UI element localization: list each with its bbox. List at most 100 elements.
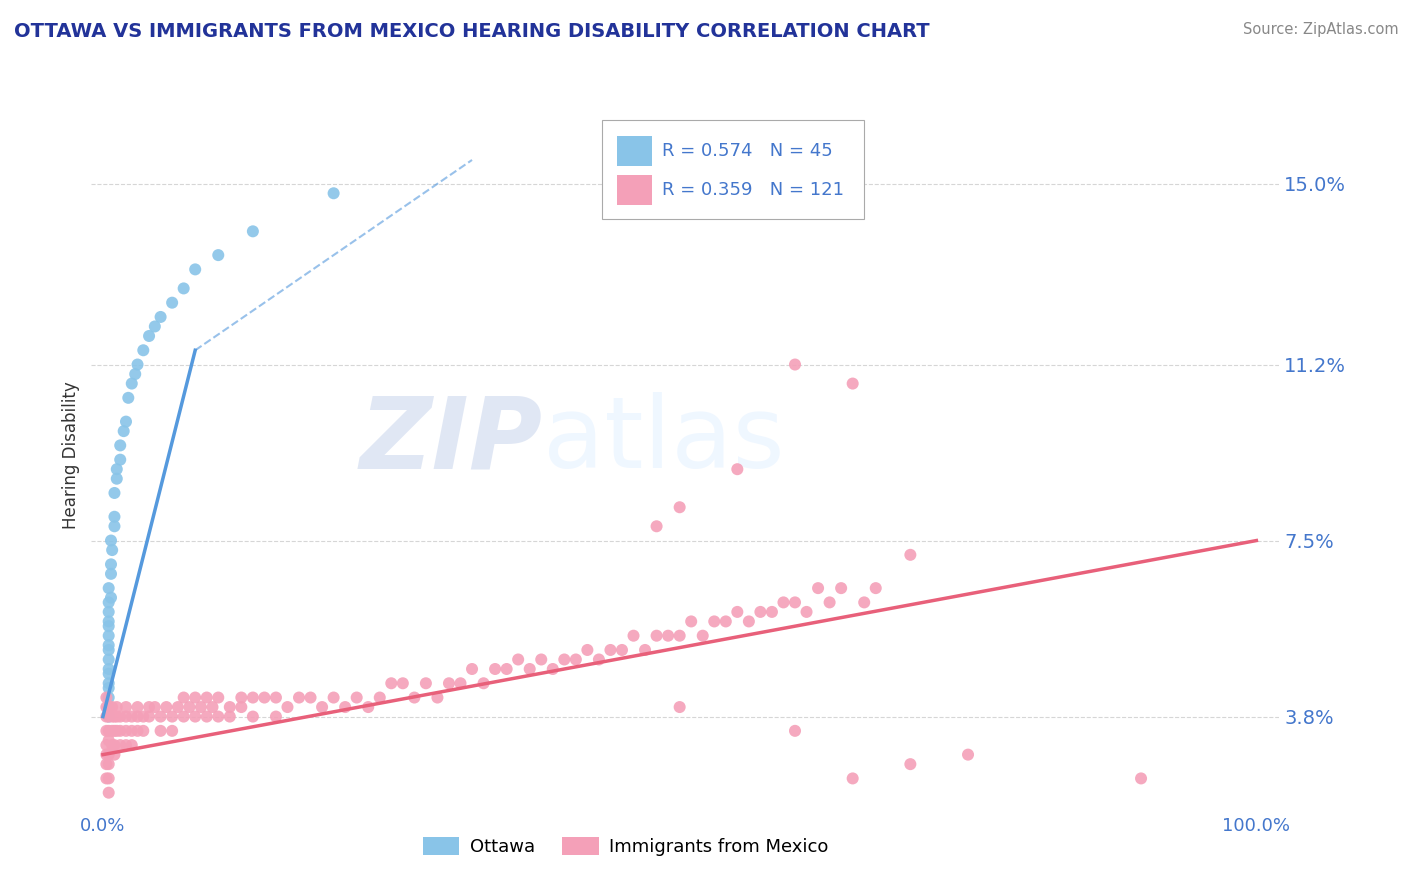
Point: [97, 615, 120, 629]
Point: [725, 462, 748, 476]
Point: [426, 690, 449, 705]
Point: [484, 662, 506, 676]
Point: [127, 358, 149, 372]
Point: [97, 676, 120, 690]
Point: [703, 615, 725, 629]
Text: R = 0.359   N = 121: R = 0.359 N = 121: [662, 181, 844, 199]
Point: [112, 424, 135, 438]
Point: [508, 652, 530, 666]
Point: [450, 676, 472, 690]
Point: [898, 548, 921, 562]
Point: [97, 681, 120, 695]
Point: [115, 723, 138, 738]
Point: [132, 723, 155, 738]
Point: [173, 709, 195, 723]
Point: [195, 690, 218, 705]
Point: [207, 248, 229, 262]
Point: [796, 605, 818, 619]
Point: [105, 723, 128, 738]
Point: [380, 676, 402, 690]
Point: [138, 709, 160, 723]
FancyBboxPatch shape: [616, 175, 652, 205]
Point: [103, 747, 125, 762]
Point: [97, 581, 120, 595]
Point: [184, 690, 207, 705]
Point: [97, 595, 120, 609]
Point: [610, 643, 633, 657]
Point: [160, 709, 183, 723]
Point: [105, 472, 128, 486]
Point: [1130, 772, 1153, 786]
Point: [264, 690, 287, 705]
Point: [121, 709, 143, 723]
Point: [143, 700, 166, 714]
Point: [97, 690, 120, 705]
Point: [264, 709, 287, 723]
Point: [97, 638, 120, 652]
FancyBboxPatch shape: [616, 136, 652, 166]
Point: [103, 723, 125, 738]
Point: [576, 643, 599, 657]
Point: [96, 757, 118, 772]
Point: [242, 709, 264, 723]
Point: [207, 690, 229, 705]
Point: [218, 709, 240, 723]
Point: [97, 652, 120, 666]
Point: [97, 772, 120, 786]
Point: [105, 462, 128, 476]
Point: [103, 519, 125, 533]
Point: [668, 700, 690, 714]
Point: [115, 738, 138, 752]
Point: [96, 738, 118, 752]
Point: [105, 709, 128, 723]
Point: [149, 723, 172, 738]
Point: [97, 619, 120, 633]
Point: [96, 723, 118, 738]
Point: [783, 723, 806, 738]
Point: [668, 500, 690, 515]
Text: ZIP: ZIP: [360, 392, 543, 489]
Text: Source: ZipAtlas.com: Source: ZipAtlas.com: [1243, 22, 1399, 37]
Point: [96, 772, 118, 786]
Point: [127, 723, 149, 738]
Point: [100, 566, 122, 581]
Point: [97, 605, 120, 619]
Point: [167, 700, 190, 714]
Point: [841, 772, 863, 786]
Point: [115, 700, 138, 714]
Point: [160, 295, 183, 310]
Legend: Ottawa, Immigrants from Mexico: Ottawa, Immigrants from Mexico: [416, 830, 837, 863]
Point: [97, 700, 120, 714]
Point: [97, 666, 120, 681]
Point: [96, 690, 118, 705]
Point: [101, 543, 124, 558]
Point: [276, 700, 298, 714]
Point: [101, 700, 124, 714]
Point: [333, 700, 356, 714]
Point: [865, 581, 887, 595]
Point: [201, 700, 224, 714]
Point: [898, 757, 921, 772]
Point: [231, 690, 253, 705]
Point: [110, 438, 132, 452]
Point: [97, 629, 120, 643]
Point: [738, 615, 761, 629]
Point: [830, 581, 852, 595]
Point: [541, 662, 564, 676]
Point: [322, 690, 344, 705]
Point: [138, 700, 160, 714]
Y-axis label: Hearing Disability: Hearing Disability: [62, 381, 80, 529]
Point: [103, 509, 125, 524]
Point: [761, 605, 783, 619]
Point: [783, 358, 806, 372]
Point: [714, 615, 737, 629]
Point: [97, 662, 120, 676]
Point: [101, 738, 124, 752]
Text: R = 0.574   N = 45: R = 0.574 N = 45: [662, 142, 832, 160]
Point: [623, 629, 645, 643]
Point: [841, 376, 863, 391]
Point: [179, 700, 201, 714]
Point: [749, 605, 772, 619]
Point: [599, 643, 621, 657]
Point: [97, 700, 120, 714]
